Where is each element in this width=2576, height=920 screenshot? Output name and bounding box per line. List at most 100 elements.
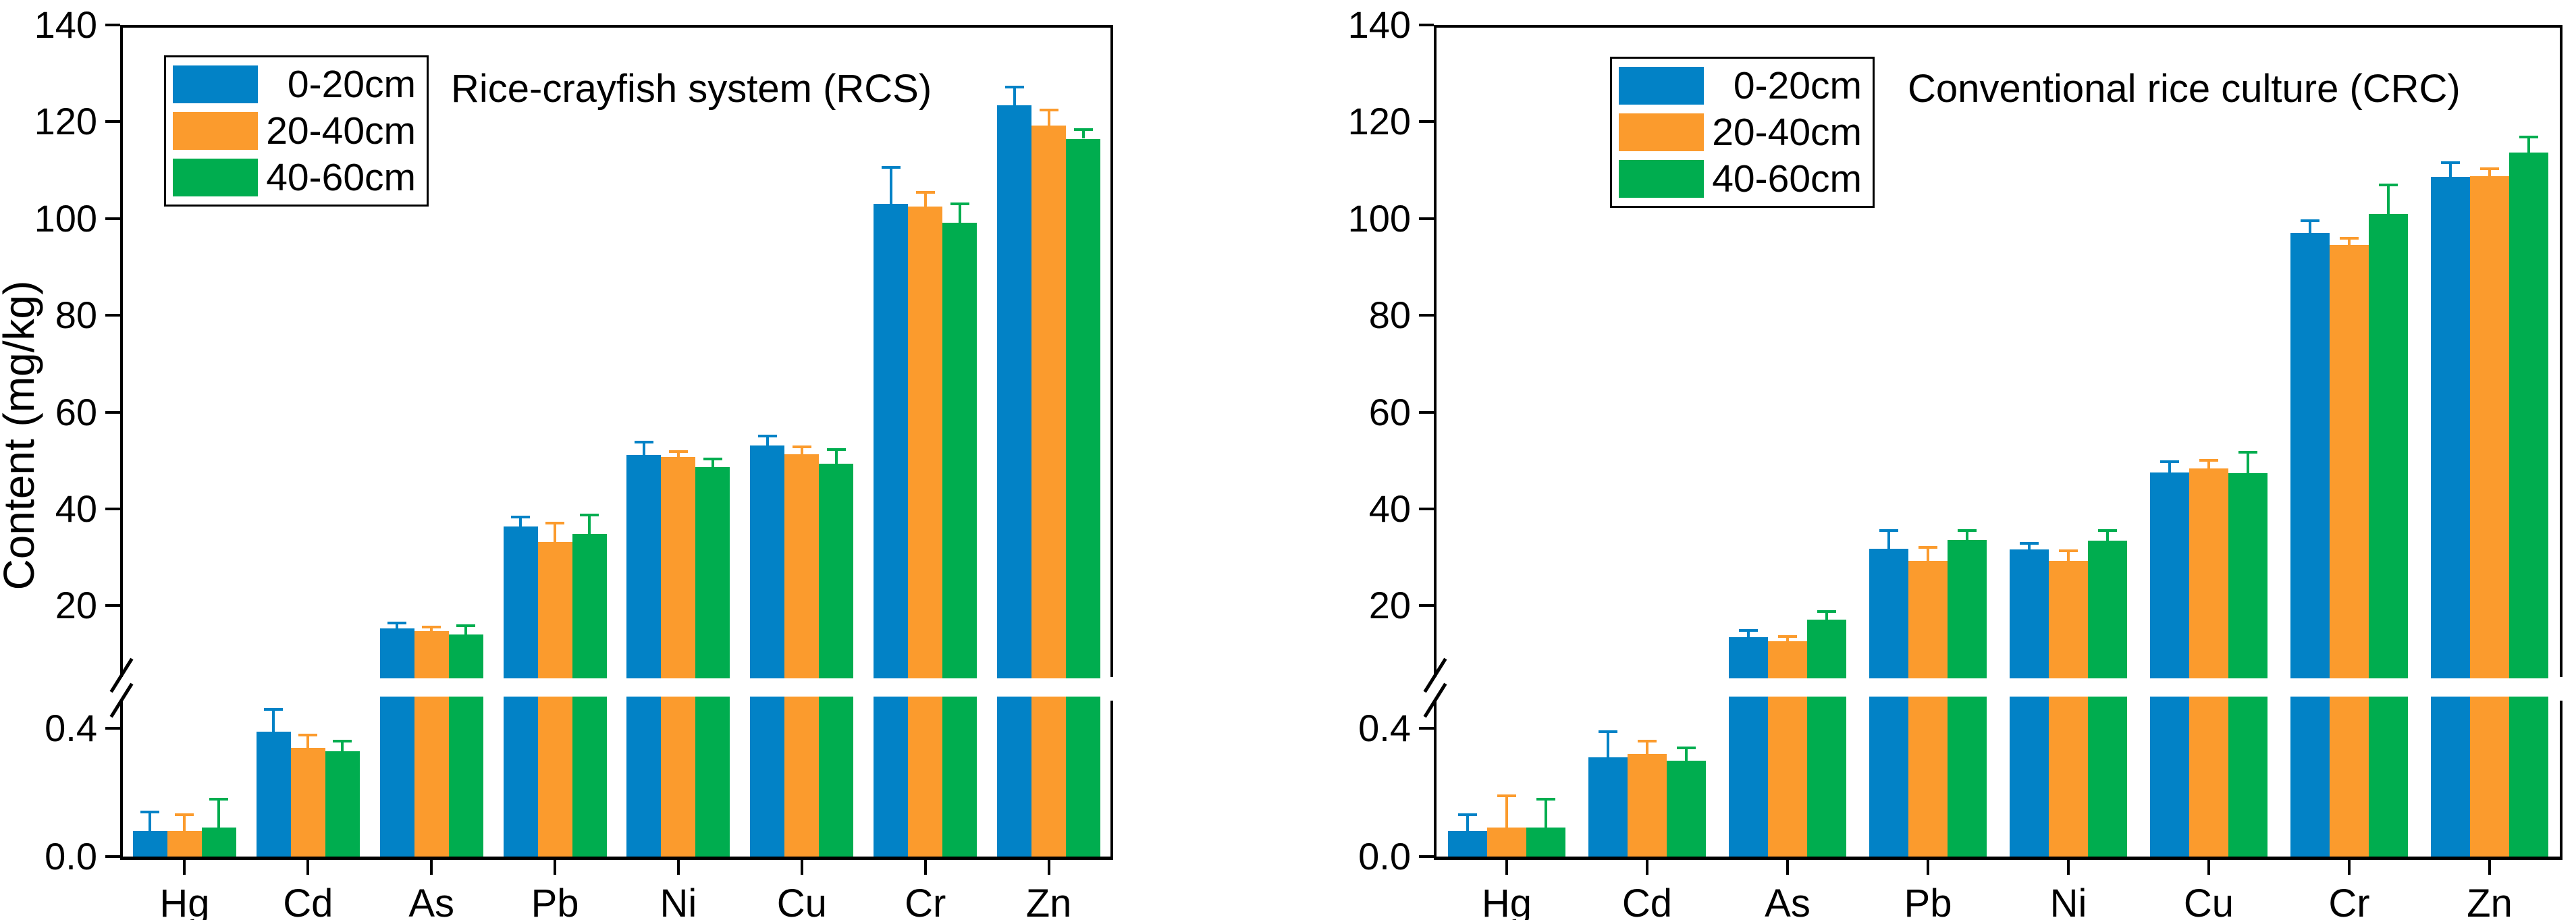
error-bar-cap [580, 514, 599, 517]
error-bar-whisker [2488, 168, 2491, 177]
bar-lower-segment [132, 831, 167, 857]
x-tick-label: Ni [660, 882, 697, 920]
error-bar-cap [1918, 546, 1937, 549]
bar-lower-segment [379, 697, 414, 857]
x-tick-label: Cu [776, 882, 827, 920]
right-frame-upper [2560, 25, 2562, 677]
x-tick-label: Zn [1025, 882, 1072, 920]
error-bar-cap [140, 810, 160, 813]
bar-lower-segment [1487, 828, 1526, 857]
y-tick-mark [1419, 120, 1434, 124]
x-tick-label: Zn [2467, 882, 2513, 920]
bar-upper-segment [2330, 244, 2369, 678]
x-tick-mark [1047, 860, 1050, 875]
y-tick-mark [1419, 855, 1434, 858]
error-bar-whisker [2067, 550, 2070, 561]
bar-upper-segment [2369, 214, 2408, 678]
bar-upper-segment [1948, 539, 1987, 678]
error-bar-cap [264, 707, 284, 711]
bar-lower-segment [201, 828, 236, 857]
bar-lower-segment [2088, 697, 2127, 857]
error-bar-cap [1778, 634, 1797, 638]
error-bar-whisker [2247, 452, 2249, 473]
error-bar-cap [2020, 541, 2039, 545]
bar-lower-segment [2189, 697, 2228, 857]
error-bar-whisker [519, 516, 522, 526]
error-bar-cap [2160, 460, 2179, 463]
bar-upper-segment [2431, 177, 2470, 678]
error-bar-whisker [1927, 547, 1929, 562]
error-bar-cap [792, 445, 811, 449]
bar-upper-segment [572, 534, 607, 678]
error-bar-whisker [1047, 110, 1050, 126]
x-axis-line [1434, 857, 2562, 860]
bar-lower-segment [2431, 697, 2470, 857]
error-bar-whisker [2348, 238, 2351, 245]
error-bar-whisker [766, 436, 769, 446]
x-tick-mark [2348, 860, 2351, 875]
error-bar-cap [881, 165, 901, 169]
legend-item: 20-40cm [173, 109, 420, 153]
error-bar-cap [826, 448, 846, 451]
error-bar-whisker [464, 625, 468, 634]
y-tick-label: 60 [55, 390, 97, 433]
y-tick-mark [1419, 604, 1434, 607]
error-bar-cap [1039, 109, 1058, 112]
legend-item: 20-40cm [1619, 111, 1866, 154]
bar-lower-segment [2010, 697, 2049, 857]
y-tick-mark [1419, 24, 1434, 26]
bar-lower-segment [1908, 697, 1948, 857]
error-bar-cap [333, 740, 352, 743]
error-bar-whisker [149, 811, 152, 832]
y-axis-line-lower [120, 701, 123, 860]
bar-lower-segment [1066, 697, 1101, 857]
bar-lower-segment [1526, 828, 1565, 857]
error-bar-cap [950, 202, 969, 205]
error-bar-whisker [554, 522, 557, 542]
error-bar-whisker [588, 515, 591, 535]
x-tick-label: Cd [283, 882, 333, 920]
error-bar-cap [1536, 797, 1555, 801]
bar-upper-segment [503, 526, 538, 678]
y-tick-mark [105, 727, 120, 730]
y-tick-label: 120 [1347, 100, 1411, 143]
bar-upper-segment [2509, 152, 2548, 678]
error-bar-whisker [1607, 732, 1609, 758]
legend-item: 40-60cm [1619, 157, 1866, 200]
error-bar-cap [2238, 451, 2257, 454]
chart-title: Rice-crayfish system (RCS) [451, 67, 932, 111]
error-bar-whisker [272, 709, 275, 732]
y-tick-label: 0.0 [1358, 835, 1411, 877]
error-bar-whisker [2028, 543, 2031, 550]
error-bar-whisker [183, 815, 186, 832]
bar-lower-segment [819, 697, 854, 857]
error-bar-cap [757, 435, 777, 438]
bar-lower-segment [1031, 697, 1067, 857]
bar-lower-segment [167, 831, 202, 857]
x-tick-mark [2067, 860, 2070, 875]
error-bar-whisker [800, 447, 803, 454]
error-bar-cap [2441, 161, 2460, 165]
bar-lower-segment [784, 697, 820, 857]
y-tick-label: 100 [1347, 196, 1411, 240]
bar-upper-segment [997, 105, 1032, 678]
bar-lower-segment [908, 697, 943, 857]
bar-upper-segment [626, 454, 662, 678]
error-bar-whisker [1505, 795, 1508, 828]
bar-upper-segment [2150, 472, 2189, 678]
bar-lower-segment [942, 697, 977, 857]
bar-upper-segment [2088, 541, 2127, 678]
error-bar-whisker [1081, 129, 1085, 139]
bar-lower-segment [325, 751, 360, 857]
legend-item: 0-20cm [173, 63, 420, 106]
error-bar-cap [1739, 629, 1758, 632]
bar-upper-segment [874, 204, 909, 678]
bar-lower-segment [2330, 697, 2369, 857]
bar-lower-segment [537, 697, 572, 857]
bar-lower-segment [661, 697, 696, 857]
error-bar-cap [209, 797, 229, 801]
x-tick-label: As [1765, 882, 1810, 920]
bar-lower-segment [2509, 697, 2548, 857]
bar-lower-segment [997, 697, 1032, 857]
bar-upper-segment [1807, 620, 1846, 678]
